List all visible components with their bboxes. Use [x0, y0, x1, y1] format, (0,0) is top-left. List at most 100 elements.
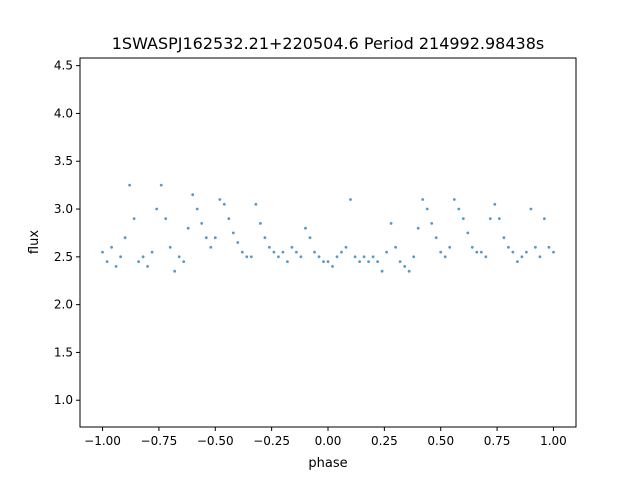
- data-point: [385, 250, 388, 254]
- data-point: [137, 260, 141, 263]
- data-point: [218, 198, 222, 201]
- data-point: [191, 193, 195, 197]
- data-point: [394, 245, 397, 249]
- data-point: [132, 217, 136, 221]
- data-point: [200, 222, 204, 225]
- data-point: [286, 260, 289, 263]
- data-point: [502, 236, 506, 240]
- data-point: [470, 245, 474, 249]
- data-point: [412, 255, 416, 259]
- data-point: [231, 231, 235, 235]
- data-point: [497, 217, 501, 221]
- data-point: [186, 226, 190, 230]
- data-point: [123, 236, 127, 240]
- data-point: [353, 255, 357, 259]
- data-point: [240, 250, 244, 254]
- data-point: [547, 245, 551, 249]
- data-point: [268, 245, 271, 249]
- data-point: [416, 226, 420, 230]
- data-point: [168, 245, 172, 249]
- data-point: [159, 183, 163, 187]
- data-point: [222, 202, 226, 206]
- data-point: [114, 265, 118, 268]
- data-point: [213, 236, 217, 240]
- data-point: [380, 269, 384, 273]
- y-tick-label: 4.5: [54, 59, 73, 73]
- y-tick-label: 3.5: [54, 154, 73, 168]
- data-point: [101, 250, 104, 254]
- data-point: [344, 245, 348, 249]
- data-point: [434, 236, 438, 240]
- data-point: [182, 260, 186, 263]
- data-point: [362, 255, 366, 259]
- data-point: [322, 260, 325, 263]
- data-point: [452, 198, 456, 201]
- data-point: [430, 222, 434, 225]
- x-tick-label: 0.00: [315, 434, 342, 448]
- data-point: [461, 217, 465, 221]
- y-tick-label: 2.0: [54, 298, 73, 312]
- data-point: [119, 255, 122, 259]
- data-point: [281, 250, 285, 254]
- x-axis-label: phase: [308, 456, 347, 471]
- y-tick-label: 3.0: [54, 202, 73, 216]
- data-point: [110, 245, 113, 249]
- data-point: [403, 265, 407, 268]
- data-point: [525, 250, 528, 254]
- x-tick-label: −0.25: [253, 434, 290, 448]
- data-point: [516, 260, 519, 263]
- x-tick-label: 1.00: [540, 434, 567, 448]
- data-point: [493, 202, 497, 206]
- data-point: [259, 222, 262, 225]
- plot-area-frame: [79, 57, 577, 428]
- data-point: [313, 250, 316, 254]
- data-point: [164, 217, 168, 221]
- y-axis-ticks: 1.0 1.5 2.0 2.5 3.0 3.5 4.0 4.5: [54, 59, 80, 407]
- data-point: [304, 226, 307, 230]
- data-point: [488, 217, 492, 221]
- data-point: [407, 269, 411, 273]
- data-point: [317, 255, 321, 259]
- data-point: [227, 217, 231, 221]
- x-tick-label: −1.00: [84, 434, 121, 448]
- data-point: [254, 202, 258, 206]
- x-tick-label: 0.25: [371, 434, 398, 448]
- y-tick-label: 1.5: [54, 345, 73, 359]
- data-point: [367, 260, 370, 263]
- data-point: [443, 255, 447, 259]
- data-point: [466, 231, 470, 235]
- data-point: [340, 250, 343, 254]
- data-point: [552, 250, 555, 254]
- data-point: [277, 255, 280, 259]
- data-point: [209, 245, 213, 249]
- x-axis-ticks: −1.00 −0.75 −0.50 −0.25 0.00 0.25 0.50 0.75 1.00: [84, 427, 567, 448]
- data-point: [155, 207, 159, 211]
- data-point: [146, 265, 150, 268]
- data-point: [534, 245, 537, 249]
- data-point: [538, 255, 542, 259]
- data-point: [290, 245, 294, 249]
- data-point: [141, 255, 145, 259]
- data-point: [479, 250, 483, 254]
- x-tick-label: 0.75: [484, 434, 511, 448]
- data-point: [398, 260, 402, 263]
- data-point: [105, 260, 109, 263]
- data-point: [457, 207, 461, 211]
- data-point: [173, 269, 177, 273]
- data-point: [308, 236, 312, 240]
- data-point: [439, 250, 443, 254]
- data-point: [236, 241, 240, 244]
- data-point: [272, 250, 276, 254]
- data-point: [326, 260, 330, 263]
- y-tick-label: 4.0: [54, 106, 73, 120]
- x-tick-label: 0.50: [427, 434, 454, 448]
- data-point: [529, 207, 533, 211]
- data-point: [543, 217, 546, 221]
- data-point: [484, 255, 488, 259]
- data-point: [299, 255, 303, 259]
- data-point: [249, 255, 253, 259]
- data-point: [371, 255, 375, 259]
- data-points: [101, 183, 555, 273]
